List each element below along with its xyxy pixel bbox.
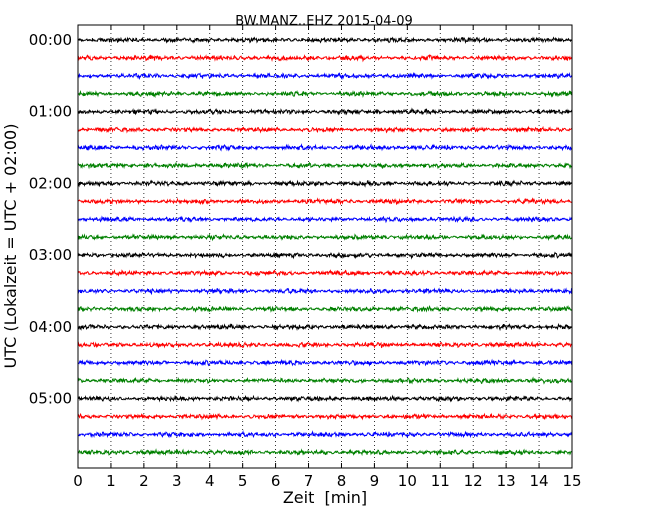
trace-line <box>77 394 573 403</box>
trace-line <box>77 287 573 296</box>
trace-line <box>77 107 573 116</box>
x-tick-label: 7 <box>304 472 314 490</box>
x-tick-label: 9 <box>370 472 380 490</box>
trace-line <box>77 215 573 224</box>
trace-group <box>77 36 573 457</box>
trace-line <box>77 36 573 45</box>
trace-line <box>77 448 573 457</box>
y-tick-label: 05:00 <box>29 390 72 408</box>
trace-line <box>77 54 573 63</box>
x-tick-label: 5 <box>238 472 248 490</box>
x-tick-label: 11 <box>431 472 450 490</box>
x-axis-label: Zeit [min] <box>283 488 367 507</box>
x-tick-label: 3 <box>172 472 182 490</box>
trace-line <box>77 412 573 421</box>
trace-line <box>77 125 573 134</box>
trace-line <box>77 179 573 188</box>
x-tick-label: 10 <box>398 472 417 490</box>
trace-line <box>77 233 573 242</box>
x-tick-label: 14 <box>530 472 549 490</box>
chart-title: BW.MANZ..EHZ 2015-04-09 <box>235 14 413 29</box>
y-tick-label: 01:00 <box>29 103 72 121</box>
x-tick-label: 15 <box>562 472 581 490</box>
trace-line <box>77 376 573 385</box>
y-tick-label: 03:00 <box>29 246 72 264</box>
x-tick-label: 8 <box>337 472 347 490</box>
x-axis: 0 1 2 3 4 5 6 7 8 9 10 11 12 13 14 15 <box>73 25 582 490</box>
x-tick-label: 0 <box>73 472 83 490</box>
x-tick-label: 4 <box>205 472 215 490</box>
trace-line <box>77 143 573 152</box>
trace-line <box>77 358 573 367</box>
x-tick-label: 2 <box>139 472 149 490</box>
trace-line <box>77 251 573 260</box>
trace-line <box>77 305 573 313</box>
trace-line <box>77 340 573 349</box>
trace-line <box>77 71 573 81</box>
plot-frame <box>77 24 573 469</box>
y-tick-label: 02:00 <box>29 174 72 192</box>
trace-line <box>77 197 573 206</box>
trace-line <box>77 269 573 278</box>
trace-line <box>77 89 573 99</box>
trace-line <box>77 430 573 439</box>
x-tick-label: 12 <box>464 472 483 490</box>
y-axis: 00:00 01:00 02:00 03:00 04:00 05:00 <box>29 31 572 408</box>
x-tick-label: 1 <box>106 472 116 490</box>
trace-line <box>77 322 573 332</box>
x-tick-label: 6 <box>271 472 281 490</box>
x-tick-label: 13 <box>497 472 516 490</box>
vertical-grid <box>110 25 540 468</box>
y-axis-label: UTC (Lokalzeit = UTC + 02:00) <box>1 124 20 369</box>
y-tick-label: 04:00 <box>29 318 72 336</box>
trace-line <box>77 161 573 170</box>
y-tick-label: 00:00 <box>29 31 72 49</box>
